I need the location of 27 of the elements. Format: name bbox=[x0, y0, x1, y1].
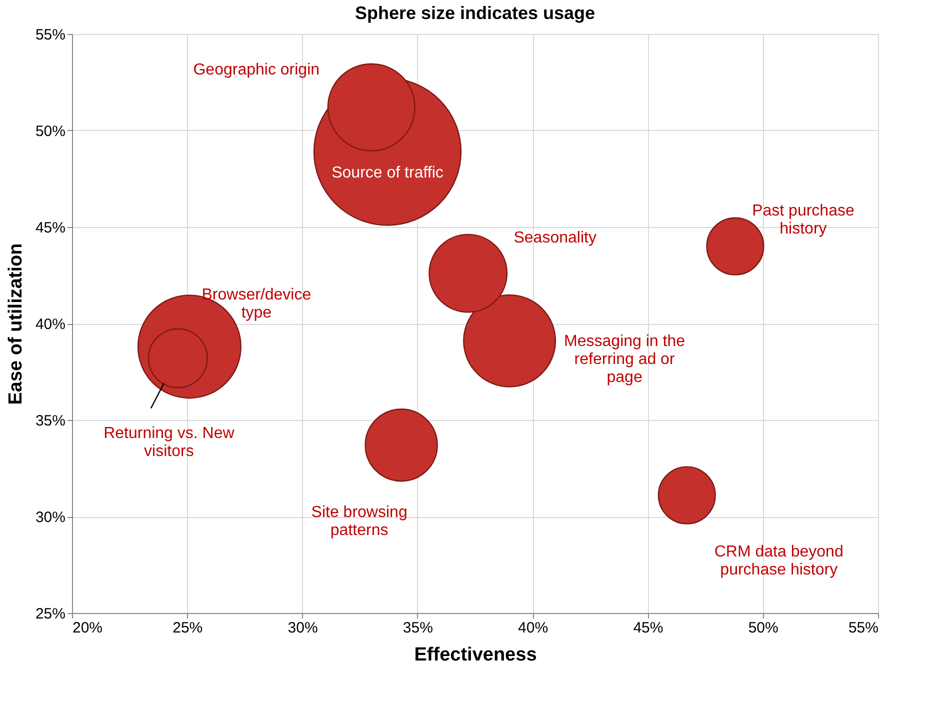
series-label: Past purchase history bbox=[752, 202, 854, 238]
y-tick-label: 30% bbox=[35, 509, 66, 526]
x-tick-label: 25% bbox=[172, 620, 203, 636]
series-label: Browser/device type bbox=[202, 286, 312, 322]
x-tick-label: 45% bbox=[633, 620, 664, 636]
text: Returning vs. New visitors bbox=[104, 425, 235, 460]
series-label: Geographic origin bbox=[193, 61, 320, 78]
y-tick-label: 25% bbox=[35, 606, 66, 622]
x-tick-label: 40% bbox=[518, 620, 548, 636]
x-tick-label: 20% bbox=[72, 620, 103, 636]
x-tick-label: 50% bbox=[748, 620, 778, 636]
y-axis-title: Ease of utilization bbox=[5, 243, 26, 405]
y-tick-label: 50% bbox=[35, 123, 66, 140]
series-label: Seasonality bbox=[514, 229, 596, 246]
y-tick-label: 40% bbox=[35, 316, 66, 333]
x-tick-label: 35% bbox=[402, 620, 433, 636]
series-label: Messaging in the referring ad or page bbox=[564, 332, 686, 386]
x-tick-label: 30% bbox=[288, 620, 318, 636]
chart-title: Sphere size indicates usage bbox=[354, 3, 596, 23]
series-label: Source of traffic bbox=[332, 164, 444, 182]
series-label: Site browsing patterns bbox=[311, 504, 408, 540]
x-axis-title: Effectiveness bbox=[414, 644, 537, 666]
y-tick-label: 35% bbox=[35, 412, 66, 430]
x-tick-label: 55% bbox=[848, 620, 878, 636]
y-tick-label: 55% bbox=[35, 26, 66, 44]
series-label: CRM data beyond purchase history bbox=[714, 543, 844, 578]
y-tick-label: 45% bbox=[35, 220, 66, 236]
